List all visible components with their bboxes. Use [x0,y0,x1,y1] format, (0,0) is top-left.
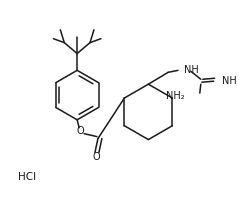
Text: O: O [92,152,100,162]
Text: HCl: HCl [18,172,36,182]
Text: NH: NH [222,76,236,86]
Text: NH: NH [184,65,199,75]
Text: NH₂: NH₂ [166,91,185,101]
Text: O: O [76,126,84,136]
